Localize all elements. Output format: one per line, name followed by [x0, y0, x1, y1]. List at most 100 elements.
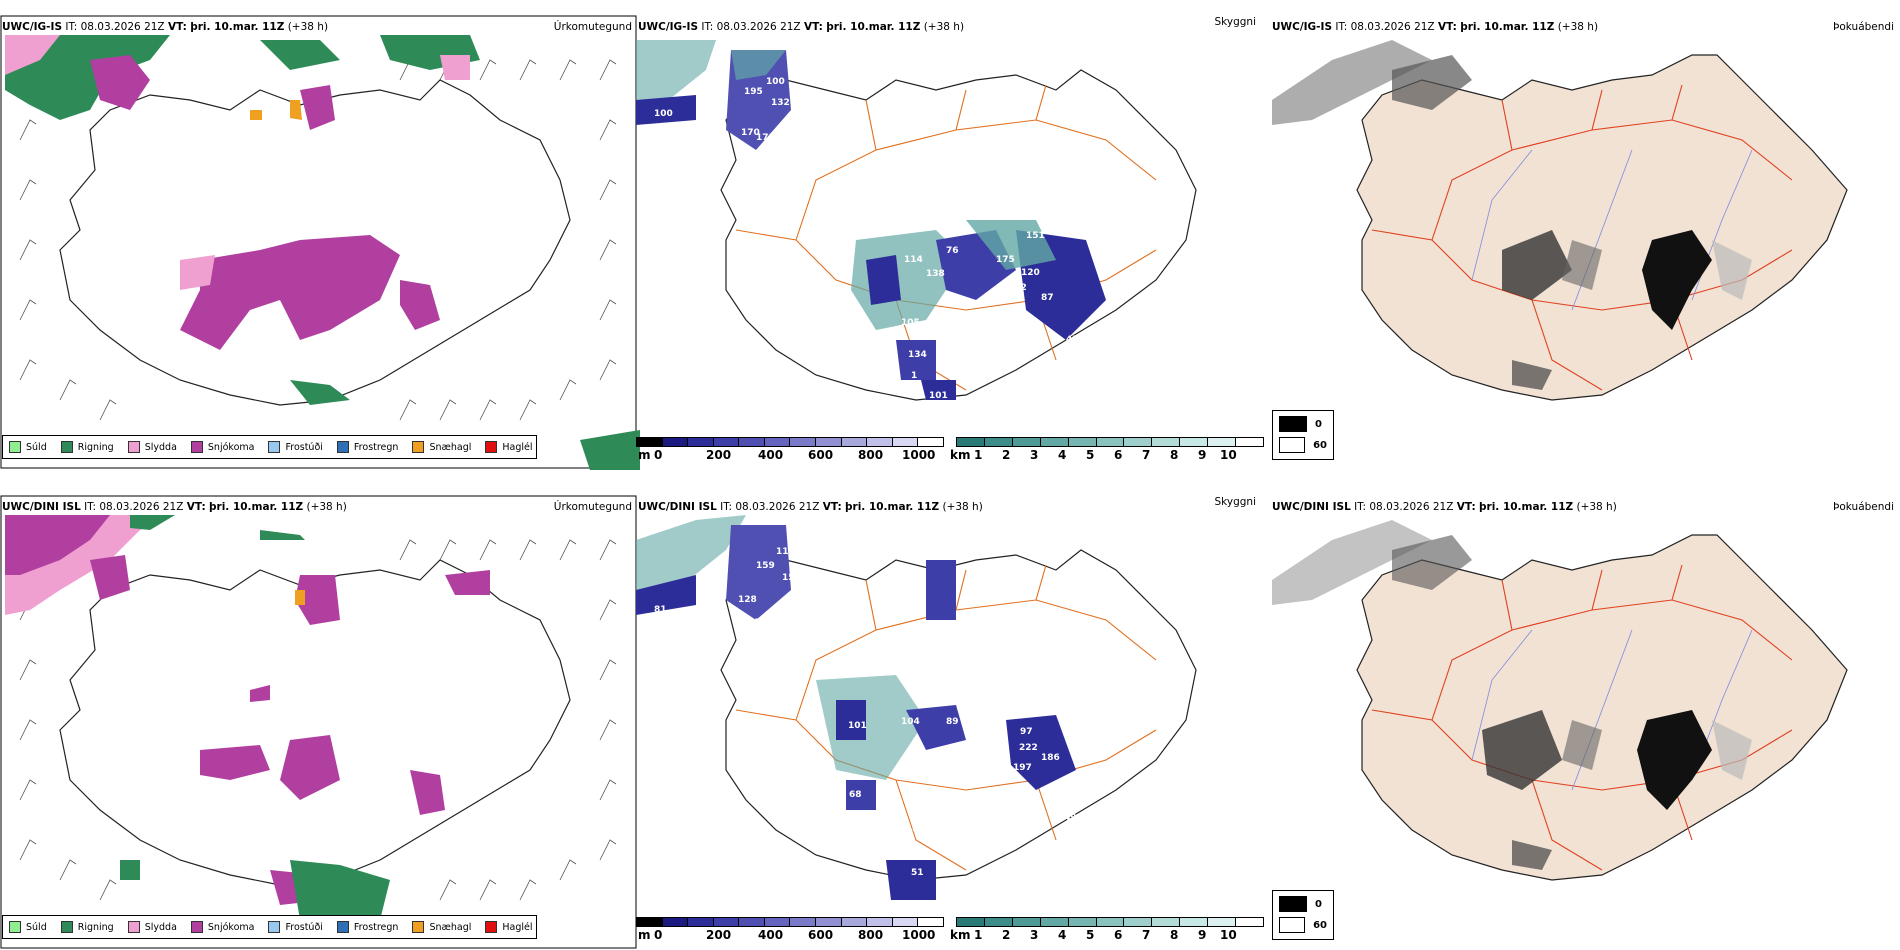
- lead-time: (+38 h): [923, 21, 965, 33]
- ceiling-label: 171: [756, 133, 775, 143]
- ceiling-label: 87: [1041, 293, 1054, 303]
- ceiling-tick: 200: [706, 928, 732, 942]
- legend-item: Frostregn: [336, 441, 398, 453]
- vt-label: VT:: [1437, 21, 1457, 33]
- ceiling-label: 105: [901, 318, 920, 328]
- lead-time: (+38 h): [1576, 501, 1617, 513]
- ceiling-label: 101: [929, 391, 948, 401]
- fog-legend: 0 60: [1272, 410, 1334, 460]
- fog-index-map-bottom: [1272, 520, 1848, 881]
- ceiling-areas: [636, 40, 1106, 400]
- legend-item: Slydda: [127, 441, 177, 453]
- cloud-vis-panel-top: 100 100 132 195 170 171 151 118 76 114 1…: [636, 0, 1276, 480]
- visibility-tick: 4: [1058, 448, 1067, 462]
- visibility-tick: 10: [1220, 928, 1237, 942]
- vt-value: þri. 10.mar. 11Z: [209, 501, 304, 513]
- ceiling-label: 151: [1026, 231, 1045, 241]
- visibility-tick: 3: [1030, 448, 1039, 462]
- legend-item: Haglél: [485, 921, 533, 933]
- fog-legend: 0 60: [1272, 890, 1334, 940]
- ceiling-label: 120: [1021, 268, 1040, 278]
- visibility-colorbar-strip: [956, 437, 1264, 447]
- visibility-tick: 1: [974, 928, 983, 942]
- legend-swatch: [60, 441, 73, 453]
- visibility-tick: 7: [1142, 448, 1151, 462]
- panel-title: Skyggni: [1214, 16, 1257, 28]
- legend-item: Slydda: [127, 921, 177, 933]
- fog-legend-item: 60: [1279, 917, 1327, 933]
- visibility-tick: 2: [1002, 928, 1011, 942]
- model-name: UWC/DINI ISL: [638, 501, 717, 513]
- visibility-tick: 4: [1058, 928, 1067, 942]
- ceiling-label: 195: [744, 87, 763, 97]
- ceiling-label: 97: [1020, 727, 1033, 737]
- panel-title: Þokuábendi: [1833, 21, 1894, 33]
- ceiling-label: 1: [911, 371, 917, 381]
- vt-label: VT:: [167, 21, 187, 33]
- ceiling-label: 175: [996, 255, 1015, 265]
- ceiling-label: 76: [946, 246, 959, 256]
- cloud-vis-map-bottom: 210 110 159 151 81 128 353 433 113 101 1…: [636, 515, 1197, 900]
- fog-areas: [1392, 535, 1752, 870]
- ceiling-labels: 100 100 132 195 170 171 151 118 76 114 1…: [654, 77, 1079, 401]
- lead-time: (+38 h): [1557, 21, 1599, 33]
- ceiling-label: 113: [946, 667, 965, 677]
- ceiling-label: 210: [996, 519, 1015, 529]
- legend-swatch: [412, 921, 425, 933]
- visibility-tick: 5: [1086, 928, 1095, 942]
- roads: [735, 84, 1157, 391]
- legend-swatch: [268, 921, 281, 933]
- iceland-outline: [1356, 534, 1848, 881]
- ceiling-label: 132: [771, 98, 790, 108]
- ceiling-colorbar: [636, 917, 944, 927]
- legend-swatch: [485, 921, 498, 933]
- ceiling-label: 353: [748, 618, 767, 628]
- ceiling-tick: 600: [808, 928, 834, 942]
- legend-item: Snjókoma: [190, 921, 254, 933]
- fog-areas: [1392, 55, 1752, 390]
- legend-swatch: [336, 441, 349, 453]
- vt-value: þri. 10.mar. 11Z: [826, 21, 921, 33]
- panel-title: Úrkomutegund: [553, 21, 632, 33]
- model-name: UWC/IG-IS: [638, 21, 699, 33]
- legend-item: Frostúði: [268, 921, 323, 933]
- legend-item: Haglél: [485, 441, 533, 453]
- visibility-tick: 6: [1114, 448, 1123, 462]
- model-name: UWC/IG-IS: [1272, 21, 1333, 33]
- ceiling-tick: 400: [758, 448, 784, 462]
- ceiling-tick: 1000: [902, 448, 936, 462]
- visibility-unit: km: [950, 928, 971, 942]
- ceiling-tick: 800: [858, 448, 884, 462]
- ceiling-label: 159: [756, 561, 775, 571]
- visibility-tick: 3: [1030, 928, 1039, 942]
- precip-type-panel-top: UWC/IG-IS IT: 08.03.2026 21Z VT: þri. 10…: [0, 0, 640, 480]
- ceiling-label: 89: [946, 717, 959, 727]
- ceiling-label: 186: [1041, 753, 1060, 763]
- fog-index-map-top: [1272, 40, 1848, 401]
- ceiling-label: 222: [1019, 743, 1038, 753]
- fog-index-panel-bottom: UWC/DINI ISL IT: 08.03.2026 21Z VT: þri.…: [1272, 480, 1900, 950]
- ceiling-label: 197: [1013, 763, 1032, 773]
- ceiling-label: 138: [926, 269, 945, 279]
- lead-time: (+38 h): [306, 501, 347, 513]
- precip-type-map-bottom: [0, 495, 637, 949]
- model-name: UWC/IG-IS: [2, 21, 63, 33]
- ceiling-tick: 0: [654, 448, 663, 462]
- ceiling-label: 182: [1008, 283, 1027, 293]
- legend-swatch: [9, 921, 21, 933]
- it-label: IT:: [720, 501, 733, 513]
- lead-time: (+38 h): [287, 21, 329, 33]
- ceiling-label: 170: [741, 128, 760, 138]
- legend-swatch: [485, 441, 498, 453]
- ceiling-tick: 1000: [902, 928, 936, 942]
- legend-item: Snæhagl: [412, 441, 471, 453]
- model-name: UWC/DINI ISL: [2, 501, 81, 513]
- ceiling-colorbar-strip: [636, 917, 944, 927]
- legend-swatch: [268, 441, 281, 453]
- ceiling-label: 100: [654, 109, 673, 119]
- it-label: IT:: [65, 21, 78, 33]
- ceiling-label: 145: [886, 808, 905, 818]
- cloud-vis-map-top: 100 100 132 195 170 171 151 118 76 114 1…: [636, 40, 1197, 401]
- fog-legend-item: 60: [1279, 437, 1327, 453]
- visibility-tick: 8: [1170, 928, 1179, 942]
